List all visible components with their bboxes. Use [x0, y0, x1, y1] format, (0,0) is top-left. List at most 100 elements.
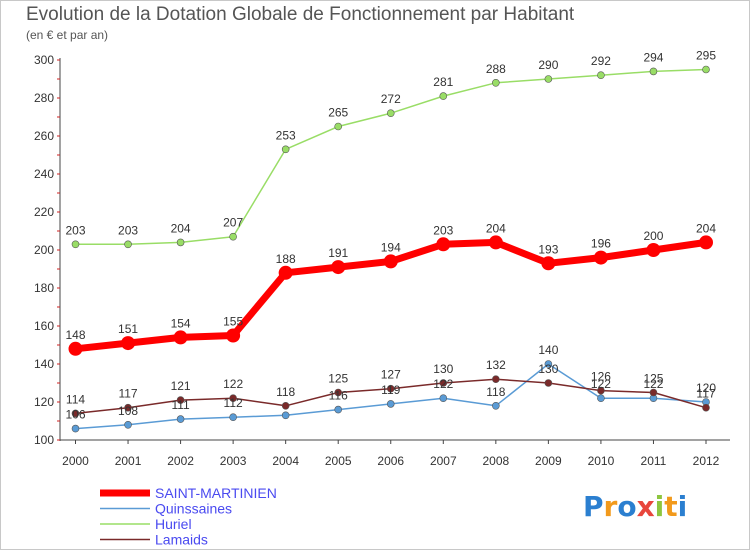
data-label-quinssaines: 122	[433, 377, 453, 391]
data-label-lamaids: 122	[223, 377, 243, 391]
point-huriel	[124, 240, 132, 249]
data-label-lamaids: 127	[381, 368, 401, 382]
x-tick-label: 2000	[62, 454, 89, 468]
proxiti-logo: Proxiti	[583, 490, 688, 523]
legend-label-quinssaines: Quinssaines	[155, 501, 232, 517]
data-label-saint-martinien: 203	[433, 223, 453, 237]
point-lamaids	[649, 388, 658, 397]
point-huriel	[386, 109, 395, 117]
point-lamaids	[124, 403, 132, 412]
point-quinssaines	[124, 420, 132, 429]
point-saint-martinien	[436, 237, 451, 252]
data-label-lamaids: 114	[66, 392, 85, 406]
data-label-lamaids: 130	[433, 362, 453, 376]
point-lamaids	[334, 388, 343, 397]
data-label-saint-martinien: 154	[171, 316, 191, 330]
data-label-lamaids: 125	[643, 372, 663, 386]
data-label-quinssaines: 122	[591, 377, 611, 391]
point-quinssaines	[229, 413, 237, 422]
x-tick-label: 2006	[377, 454, 404, 468]
point-lamaids	[229, 394, 237, 403]
point-saint-martinien	[541, 256, 556, 271]
point-saint-martinien	[488, 235, 503, 250]
x-tick-label: 2003	[220, 454, 247, 468]
data-label-lamaids: 117	[696, 387, 715, 401]
point-saint-martinien	[383, 254, 398, 269]
data-label-quinssaines: 112	[224, 396, 243, 410]
point-saint-martinien	[331, 260, 346, 275]
data-label-huriel: 253	[276, 128, 296, 142]
point-huriel	[492, 79, 500, 87]
point-quinssaines	[176, 415, 185, 423]
data-label-quinssaines: 106	[65, 408, 85, 422]
y-tick-label: 180	[34, 281, 54, 295]
point-quinssaines	[281, 411, 290, 420]
data-label-huriel: 272	[381, 92, 401, 106]
data-label-quinssaines: 120	[696, 381, 716, 395]
x-tick-label: 2001	[115, 454, 142, 468]
point-saint-martinien	[593, 250, 608, 265]
data-label-huriel: 207	[223, 216, 243, 230]
data-label-saint-martinien: 188	[276, 252, 296, 266]
point-huriel	[649, 67, 658, 76]
data-label-lamaids: 121	[171, 379, 191, 393]
data-label-quinssaines: 119	[381, 383, 400, 397]
data-label-lamaids: 130	[538, 362, 558, 376]
point-lamaids	[281, 401, 290, 410]
point-lamaids	[702, 403, 710, 412]
point-huriel	[229, 232, 237, 241]
y-tick-label: 240	[34, 167, 54, 181]
point-saint-martinien	[699, 235, 713, 250]
point-lamaids	[544, 379, 553, 387]
point-huriel	[597, 71, 605, 79]
x-tick-label: 2012	[693, 454, 720, 468]
data-label-saint-martinien: 151	[118, 322, 138, 336]
y-tick-label: 160	[34, 319, 54, 333]
data-label-saint-martinien: 155	[223, 315, 243, 329]
point-saint-martinien	[646, 243, 661, 257]
x-tick-label: 2005	[325, 454, 352, 468]
point-huriel	[544, 75, 553, 83]
point-lamaids	[597, 386, 605, 395]
point-quinssaines	[71, 424, 80, 433]
point-lamaids	[439, 379, 448, 387]
data-label-lamaids: 126	[591, 370, 611, 384]
data-label-saint-martinien: 194	[381, 240, 401, 254]
x-tick-label: 2002	[167, 454, 194, 468]
point-lamaids	[176, 396, 185, 404]
data-label-saint-martinien: 191	[328, 246, 348, 260]
data-label-huriel: 281	[433, 75, 453, 89]
point-lamaids	[492, 375, 500, 384]
data-label-huriel: 295	[696, 49, 716, 63]
point-quinssaines	[334, 405, 343, 414]
data-label-saint-martinien: 148	[65, 328, 85, 342]
data-label-saint-martinien: 204	[696, 221, 716, 235]
y-tick-label: 300	[34, 53, 54, 67]
point-huriel	[439, 92, 448, 100]
y-tick-label: 100	[34, 433, 54, 447]
data-label-huriel: 265	[328, 106, 348, 120]
axes: 100 120 140 160 180 200 220 240 260 280 300 2000 200…	[34, 53, 730, 468]
legend-label-lamaids: Lamaids	[155, 532, 208, 548]
data-label-huriel: 292	[591, 54, 611, 68]
x-tick-label: 2009	[535, 454, 562, 468]
data-label-quinssaines: 122	[643, 377, 663, 391]
x-tick-label: 2007	[430, 454, 457, 468]
point-huriel	[176, 238, 185, 247]
y-tick-label: 220	[34, 205, 54, 219]
point-quinssaines	[439, 394, 448, 403]
chart-title: Evolution de la Dotation Globale de Fonc…	[26, 4, 575, 25]
point-huriel	[71, 240, 80, 249]
data-label-huriel: 204	[171, 221, 191, 235]
point-quinssaines	[492, 401, 500, 410]
point-quinssaines	[597, 394, 605, 403]
y-tick-label: 200	[34, 243, 54, 257]
data-label-lamaids: 125	[328, 372, 348, 386]
x-tick-label: 2011	[641, 454, 667, 468]
data-label-lamaids: 118	[276, 385, 295, 399]
point-huriel	[702, 65, 710, 74]
point-saint-martinien	[173, 330, 188, 345]
data-label-huriel: 288	[486, 62, 506, 76]
